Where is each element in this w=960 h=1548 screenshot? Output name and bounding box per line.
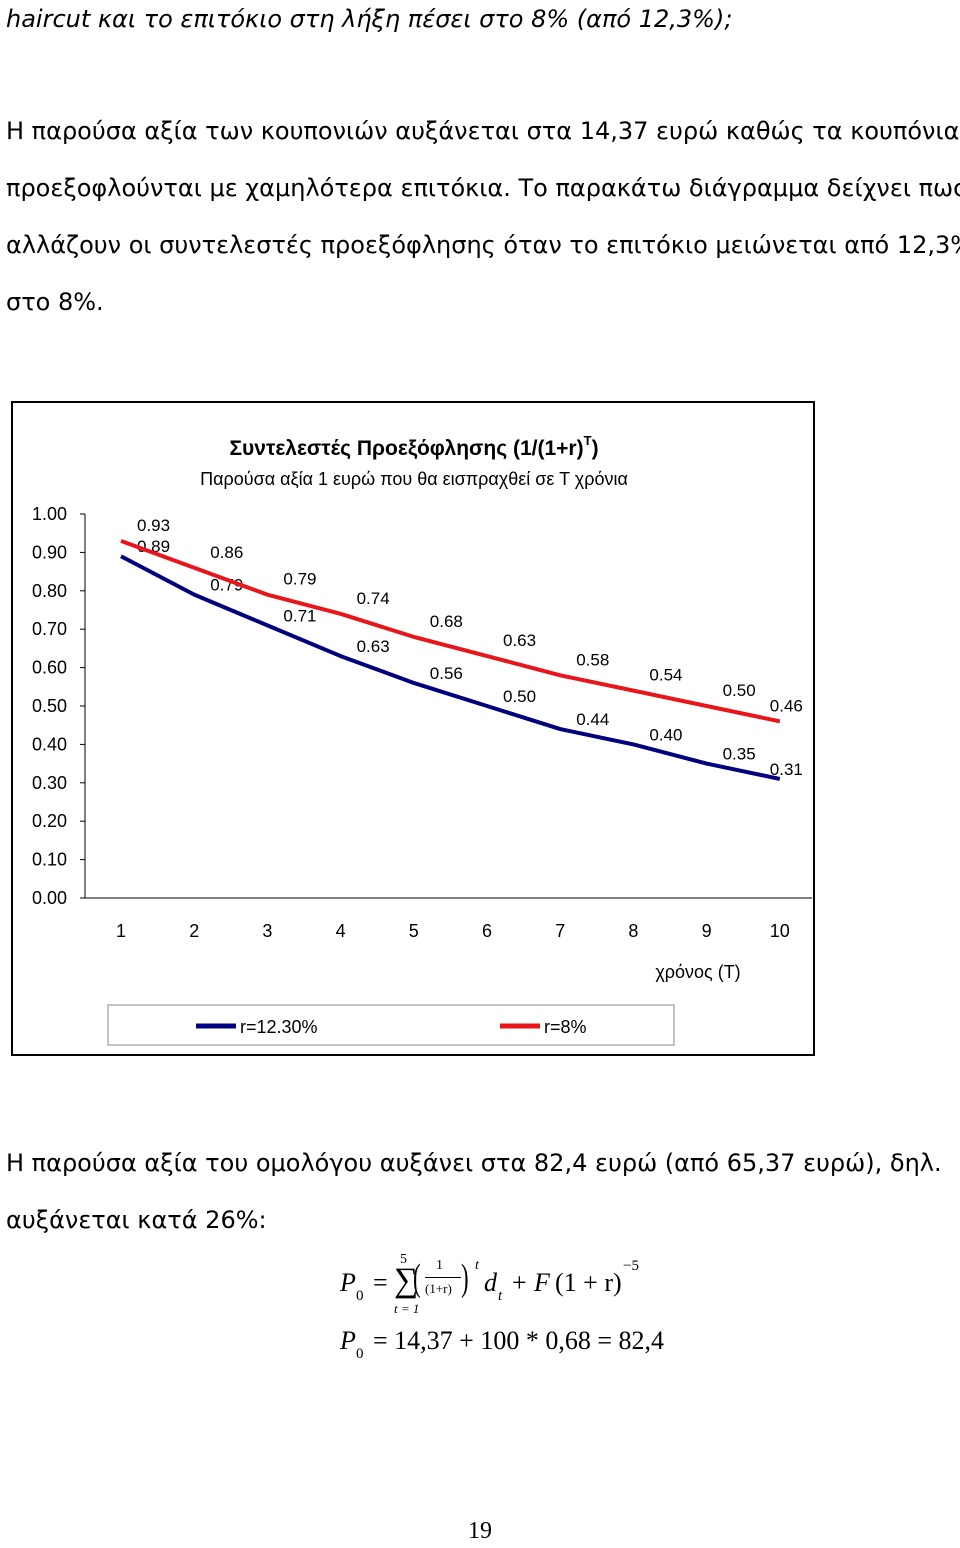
text-line: Η παρούσα αξία των κουπονιών αυξάνεται σ…: [6, 117, 960, 145]
data-label: 0.71: [283, 606, 316, 625]
data-label: 0.79: [210, 576, 243, 595]
y-tick-label: 0.30: [32, 773, 67, 793]
data-label: 0.74: [357, 589, 390, 608]
formula-frac-den: (1+r): [425, 1281, 452, 1296]
fraction-bar: [425, 1277, 461, 1278]
text-line: αυξάνεται κατά 26%:: [6, 1206, 267, 1234]
text-line: αλλάζουν οι συντελεστές προεξόφλησης ότα…: [6, 231, 960, 259]
data-label: 0.46: [770, 696, 803, 715]
sum-icon: ∑: [394, 1262, 419, 1299]
chart-title: Συντελεστές Προεξόφλησης (1/(1+r)T): [229, 433, 598, 460]
formula-P-sub: 0: [356, 1288, 364, 1304]
x-tick-label: 1: [116, 921, 126, 941]
text-line: Η παρούσα αξία του ομολόγου αυξάνει στα …: [6, 1149, 942, 1177]
y-tick-label: 0.20: [32, 811, 67, 831]
left-paren-icon: (: [413, 1257, 421, 1299]
right-paren-icon: ): [461, 1257, 469, 1299]
formula-F: F: [534, 1268, 550, 1297]
x-tick-label: 9: [702, 921, 712, 941]
formula-d-sub: t: [498, 1288, 503, 1304]
data-label: 0.40: [649, 725, 682, 744]
y-tick-label: 0.50: [32, 696, 67, 716]
data-label: 0.44: [576, 710, 609, 729]
y-tick-label: 0.40: [32, 734, 67, 754]
formula-d: d: [484, 1268, 497, 1297]
y-tick-label: 1.00: [32, 504, 67, 524]
x-tick-label: 3: [262, 921, 272, 941]
x-tick-label: 4: [336, 921, 346, 941]
formula-plus: +: [512, 1268, 527, 1297]
x-tick-label: 2: [189, 921, 199, 941]
y-tick-label: 0.00: [32, 888, 67, 908]
data-label: 0.63: [357, 637, 390, 656]
y-tick-label: 0.60: [32, 658, 67, 678]
y-tick-label: 0.70: [32, 619, 67, 639]
chart-axes: 0.00 0.10 0.20 0.30 0.40 0.50 0.60 0.70 0.80 0.90…: [32, 504, 812, 941]
data-label: 0.93: [137, 516, 170, 535]
legend-label-r8: r=8%: [544, 1017, 587, 1037]
formula-pow-t: t: [475, 1258, 479, 1273]
formula2-rhs: = 14,37 + 100 * 0,68 = 82,4: [373, 1326, 664, 1355]
x-tick-label: 10: [770, 921, 790, 941]
data-label: 0.58: [576, 650, 609, 669]
legend-box: [107, 1004, 675, 1046]
y-tick-label: 0.90: [32, 542, 67, 562]
data-label: 0.63: [503, 631, 536, 650]
data-label: 0.86: [210, 543, 243, 562]
data-label: 0.56: [430, 664, 463, 683]
formula-eq: =: [373, 1268, 388, 1297]
formula-sum-lower: t = 1: [394, 1301, 420, 1316]
x-tick-label: 7: [555, 921, 565, 941]
data-label: 0.50: [503, 687, 536, 706]
x-tick-label: 6: [482, 921, 492, 941]
y-tick-label: 0.10: [32, 850, 67, 870]
formula2-P-sub: 0: [356, 1346, 364, 1362]
formula-sum-upper: 5: [400, 1252, 407, 1267]
chart-subtitle: Παρούσα αξία 1 ευρώ που θα εισπραχθεί σε…: [200, 469, 628, 489]
x-tick-label: 5: [409, 921, 419, 941]
series-line-r8: [120, 539, 781, 724]
data-label: 0.31: [770, 760, 803, 779]
series-line-r12: [120, 554, 781, 781]
text-line-intro: haircut και το επιτόκιο στη λήξη πέσει σ…: [6, 5, 733, 33]
data-label: 0.54: [649, 666, 682, 685]
text-line: στο 8%.: [6, 288, 104, 316]
y-tick-label: 0.80: [32, 581, 67, 601]
page-number: 19: [468, 1518, 492, 1544]
formula2-P: P: [340, 1326, 356, 1355]
data-label: 0.35: [723, 745, 756, 764]
formula-frac-num: 1: [436, 1258, 443, 1273]
data-label: 0.50: [723, 681, 756, 700]
chart-frame: [11, 401, 815, 1056]
data-label: 0.79: [283, 570, 316, 589]
text-line: προεξοφλούνται με χαμηλότερα επιτόκια. Τ…: [6, 174, 960, 202]
formula-P: P: [340, 1268, 356, 1297]
x-axis-label: χρόνος (T): [655, 962, 740, 982]
data-label: 0.68: [430, 612, 463, 631]
formula-tail: (1 + r): [555, 1268, 622, 1297]
x-tick-label: 8: [628, 921, 638, 941]
chart-series: 0.890.790.710.630.560.500.440.400.350.31…: [120, 516, 803, 781]
legend: r=12.30% r=8%: [107, 1004, 675, 1046]
formula-tail-exp: −5: [623, 1258, 639, 1274]
legend-label-r12: r=12.30%: [240, 1017, 318, 1037]
